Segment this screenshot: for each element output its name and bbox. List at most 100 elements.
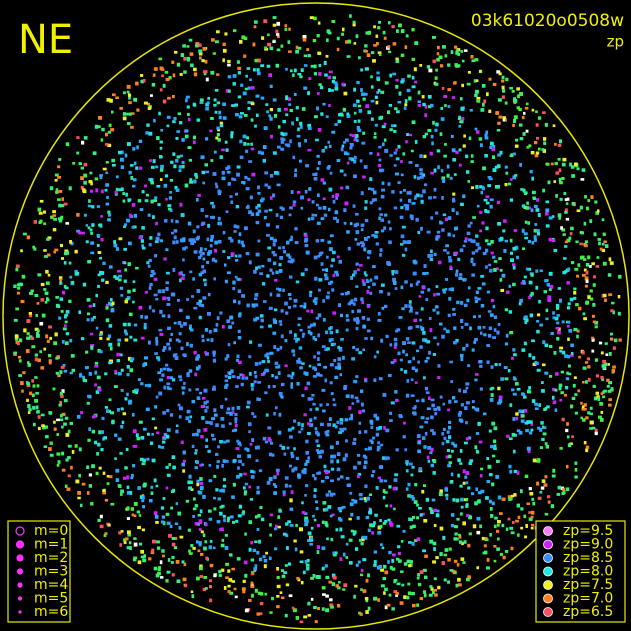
star [266, 356, 270, 360]
star [481, 186, 485, 191]
star [15, 264, 20, 268]
star [562, 233, 566, 236]
star [388, 593, 392, 597]
star [505, 527, 509, 531]
magnitude-swatch [15, 526, 25, 536]
star [534, 141, 538, 145]
star [540, 421, 544, 425]
star [267, 42, 272, 47]
star [501, 85, 505, 90]
star [309, 423, 314, 427]
star [361, 244, 365, 248]
star [144, 315, 149, 319]
star [124, 223, 127, 227]
star [486, 457, 490, 461]
star [199, 56, 202, 60]
star [321, 520, 325, 524]
star [92, 151, 97, 155]
star [178, 165, 182, 169]
star [419, 318, 422, 322]
star [528, 386, 532, 390]
star [475, 432, 480, 435]
star [469, 221, 473, 225]
star [249, 498, 254, 501]
star [499, 552, 504, 556]
star [424, 575, 428, 580]
star [241, 376, 245, 380]
star [555, 303, 560, 308]
star [357, 268, 360, 272]
star [175, 429, 179, 434]
star [215, 136, 219, 140]
star [355, 547, 359, 551]
star [312, 514, 315, 518]
star [383, 226, 387, 230]
star [490, 141, 494, 146]
star [201, 252, 205, 256]
star [210, 159, 214, 162]
star [78, 310, 82, 315]
star [479, 229, 483, 233]
star [159, 168, 164, 172]
star [272, 483, 276, 486]
star [238, 459, 242, 463]
star [250, 581, 254, 585]
star [65, 142, 70, 147]
star [284, 24, 288, 28]
star [317, 21, 321, 25]
star [61, 389, 65, 394]
star [548, 271, 553, 276]
star [490, 240, 494, 244]
star [442, 213, 447, 217]
star [216, 73, 220, 76]
star [323, 213, 328, 217]
star [322, 299, 326, 303]
star [448, 425, 452, 430]
star [233, 587, 237, 591]
star [140, 79, 144, 84]
star [228, 422, 232, 426]
star [122, 112, 126, 116]
star [559, 197, 563, 201]
star [88, 199, 91, 203]
star [57, 198, 61, 201]
star [323, 61, 327, 65]
star [409, 214, 414, 219]
star [188, 419, 192, 423]
star [408, 564, 412, 568]
star [337, 603, 341, 608]
star [476, 99, 481, 103]
star [100, 138, 104, 142]
star [391, 272, 395, 276]
star [239, 155, 244, 160]
star [451, 148, 456, 153]
star [463, 303, 468, 308]
star [373, 136, 377, 139]
star [372, 523, 376, 528]
star [186, 105, 190, 109]
star [328, 327, 332, 331]
star [407, 360, 412, 364]
star [377, 530, 382, 535]
star [242, 579, 246, 583]
star [58, 158, 62, 161]
star [236, 225, 240, 229]
star [452, 313, 456, 316]
star [417, 440, 422, 445]
star [107, 301, 111, 306]
star [215, 40, 219, 44]
star [100, 448, 104, 452]
star [136, 108, 140, 112]
star [152, 539, 156, 544]
star [135, 388, 139, 392]
star [108, 475, 113, 479]
star [435, 285, 439, 289]
star [458, 388, 461, 393]
star [124, 330, 128, 334]
star [381, 181, 385, 185]
star [182, 353, 187, 357]
star [552, 124, 556, 128]
star [490, 386, 495, 390]
star [408, 161, 413, 164]
star [244, 532, 247, 536]
